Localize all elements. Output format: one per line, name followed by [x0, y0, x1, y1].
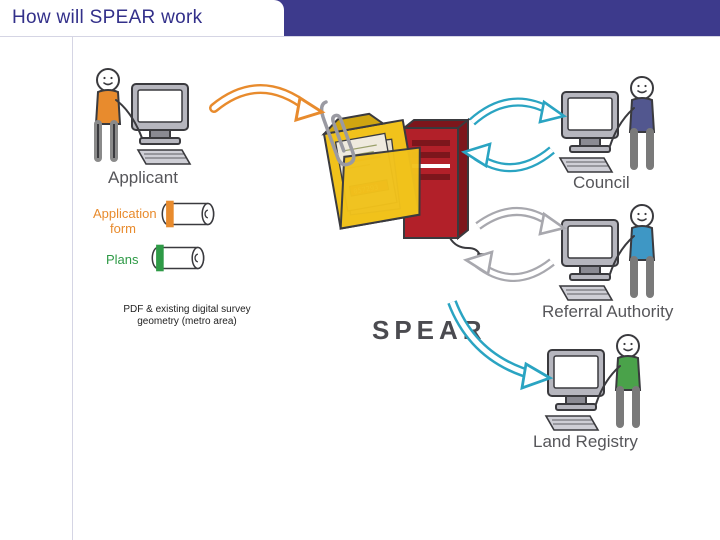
applicant-node	[96, 69, 190, 164]
landreg-node	[546, 335, 640, 430]
council-node	[560, 77, 654, 172]
diagram-canvas: 057293	[0, 0, 720, 540]
arrow-spear-council-out	[472, 102, 564, 122]
arrow-spear-referral-out	[478, 211, 564, 234]
arrow-spear-landreg	[452, 302, 550, 388]
referral-node	[560, 205, 654, 300]
application-form-scroll	[162, 201, 213, 228]
arrow-applicant-to-spear	[214, 89, 322, 120]
plans-scroll	[152, 245, 203, 272]
spear-server: 057293	[318, 99, 488, 262]
arrow-spear-council-in	[464, 144, 552, 168]
arrow-spear-referral-in	[466, 252, 552, 278]
